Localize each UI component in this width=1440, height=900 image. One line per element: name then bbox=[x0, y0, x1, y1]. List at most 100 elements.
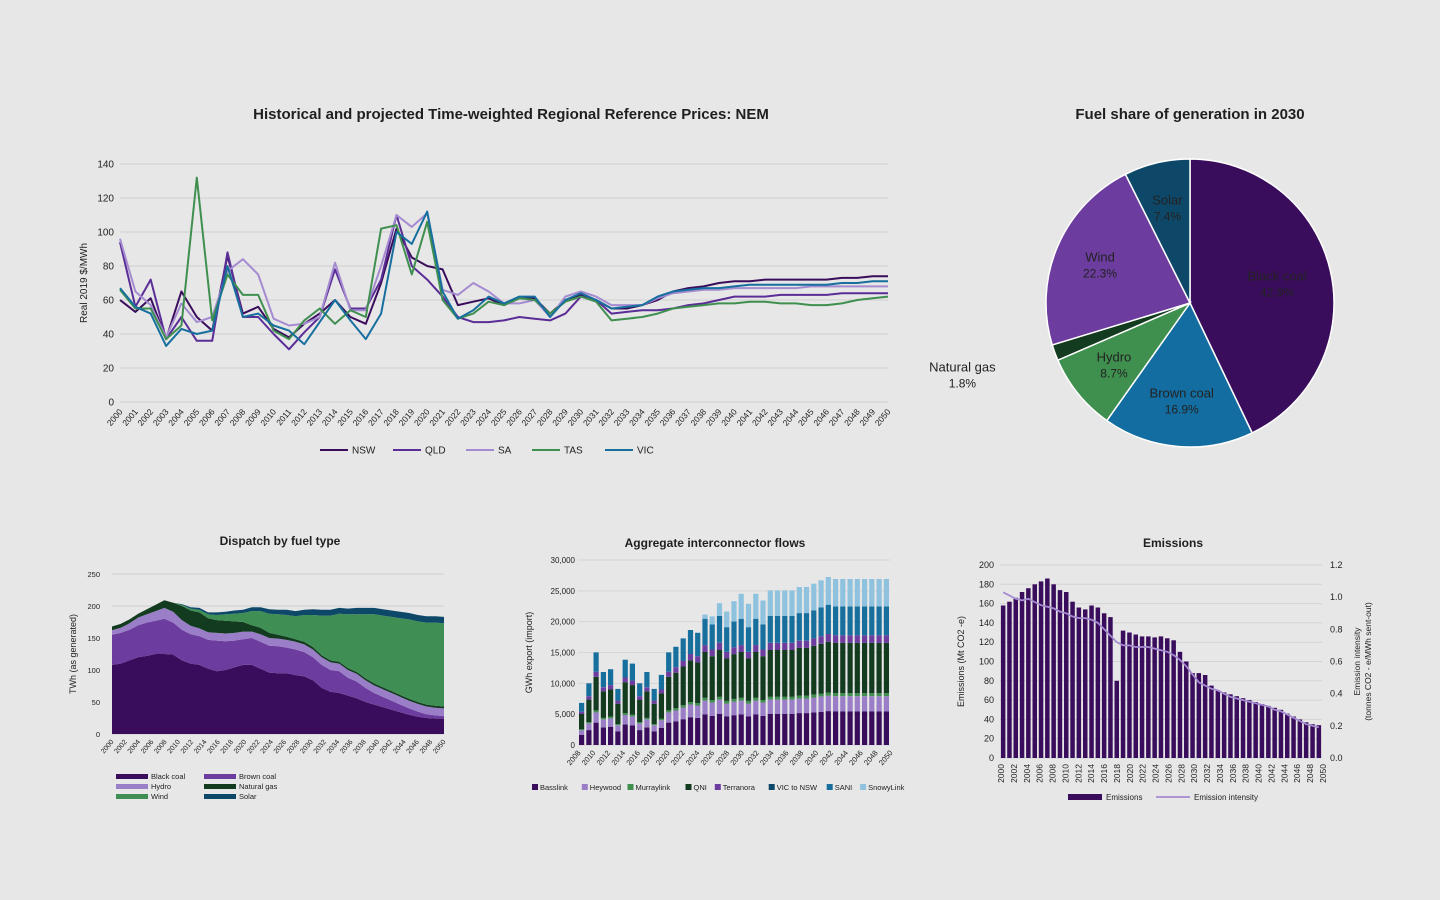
emissions-bar bbox=[1278, 709, 1284, 759]
emissions-bar bbox=[1089, 605, 1094, 758]
y-tick-label-left: 200 bbox=[979, 560, 994, 570]
emissions-bar bbox=[1152, 637, 1157, 758]
pie-label-pct: 1.8% bbox=[949, 377, 977, 391]
bar-segment-qni bbox=[782, 650, 788, 697]
legend-label: SnowyLink bbox=[868, 783, 905, 792]
bar-segment-heywood bbox=[724, 703, 730, 717]
x-tick-label: 2038 bbox=[788, 749, 806, 768]
legend-swatch bbox=[204, 794, 236, 799]
x-tick-label: 2020 bbox=[1125, 764, 1135, 783]
x-tick-label: 2002 bbox=[1009, 764, 1019, 783]
bar-segment-heywood bbox=[803, 698, 810, 714]
bar-segment-murraylink bbox=[731, 698, 737, 702]
y-tick-label: 60 bbox=[103, 296, 115, 307]
y-tick-label-left: 180 bbox=[979, 579, 994, 589]
x-tick-label: 2035 bbox=[642, 407, 662, 428]
bar-segment-snowylink bbox=[833, 579, 839, 607]
emissions-panel: Emissions 0 20 40 60 80 100 120 140 160 180 200 0.0… bbox=[950, 530, 1390, 810]
x-tick-label: 2043 bbox=[765, 407, 785, 428]
x-tick-label: 2008 bbox=[228, 407, 248, 428]
bar-segment-murraylink bbox=[629, 714, 635, 717]
pie-label-pct: 42.9% bbox=[1260, 285, 1294, 299]
x-tick-label: 2040 bbox=[366, 739, 381, 756]
emissions-bar bbox=[1070, 601, 1075, 758]
bar-segment-snowylink bbox=[702, 614, 708, 619]
bar-segment-heywood bbox=[666, 712, 672, 723]
bar-segment-qni bbox=[579, 714, 585, 730]
y-tick-label-left: 0 bbox=[989, 753, 994, 763]
y-tick-label: 250 bbox=[87, 570, 100, 579]
pie-label-pct: 22.3% bbox=[1083, 266, 1117, 280]
bar-segment-heywood bbox=[637, 723, 643, 731]
dispatch-title: Dispatch by fuel type bbox=[219, 534, 341, 548]
bar-segment-terranora bbox=[629, 680, 635, 686]
x-tick-label: 2030 bbox=[566, 407, 586, 428]
x-tick-label: 2016 bbox=[206, 739, 221, 756]
bar-segment-murraylink bbox=[876, 693, 882, 697]
emissions-bar bbox=[1120, 630, 1126, 758]
emissions-bar bbox=[1051, 584, 1056, 758]
y-tick-label: 0 bbox=[96, 730, 100, 739]
y-tick-label-right: 1.0 bbox=[1330, 592, 1343, 602]
bar-segment-murraylink bbox=[695, 703, 701, 706]
bar-segment-snowylink bbox=[709, 616, 715, 625]
bar-segment-snowylink bbox=[811, 583, 817, 611]
x-tick-label: 2010 bbox=[580, 749, 598, 768]
emissions-bar bbox=[1209, 685, 1214, 758]
pie-label-name: Solar bbox=[1152, 193, 1183, 208]
legend-label: Hydro bbox=[151, 782, 171, 791]
x-tick-label: 2030 bbox=[1189, 764, 1199, 783]
legend-label-tas: TAS bbox=[564, 446, 583, 457]
x-tick-label: 2050 bbox=[873, 407, 893, 428]
x-tick-label: 2046 bbox=[406, 739, 421, 756]
bar-segment-qni bbox=[724, 658, 730, 701]
x-tick-label: 2004 bbox=[127, 739, 142, 756]
bar-segment-terranora bbox=[840, 635, 846, 643]
bar-segment-sani bbox=[738, 618, 744, 646]
x-tick-label: 2012 bbox=[289, 407, 309, 428]
bar-segment-basslink bbox=[637, 730, 643, 745]
bar-segment-snowylink bbox=[847, 579, 853, 607]
emissions-bar bbox=[1184, 661, 1189, 758]
bar-segment-murraylink bbox=[840, 693, 846, 697]
x-tick-label: 2000 bbox=[100, 739, 115, 756]
bar-segment-qni bbox=[789, 650, 795, 697]
bar-segment-murraylink bbox=[673, 708, 679, 711]
y-tick-label: 120 bbox=[97, 194, 114, 205]
bar-segment-basslink bbox=[593, 722, 599, 745]
bar-segment-heywood bbox=[709, 702, 715, 716]
bar-segment-sani bbox=[753, 618, 759, 646]
bar-segment-sani bbox=[782, 615, 788, 643]
bar-segment-basslink bbox=[782, 713, 788, 745]
bar-segment-basslink bbox=[579, 734, 585, 745]
emissions-bar bbox=[1139, 636, 1145, 758]
x-tick-label: 2012 bbox=[595, 749, 613, 768]
series-line-tas bbox=[119, 176, 889, 341]
x-tick-label: 2016 bbox=[624, 749, 642, 768]
bar-segment-murraylink bbox=[709, 699, 715, 703]
bar-segment-heywood bbox=[782, 699, 788, 714]
bar-segment-heywood bbox=[833, 696, 839, 712]
x-tick-label: 2046 bbox=[811, 407, 831, 428]
emissions-bar bbox=[1221, 692, 1227, 758]
bar-segment-sani bbox=[615, 688, 621, 701]
legend-swatch-emissions bbox=[1068, 794, 1102, 800]
bar-segment-qni bbox=[862, 642, 868, 694]
bar-segment-snowylink bbox=[731, 601, 737, 622]
bar-segment-terranora bbox=[702, 645, 708, 652]
x-tick-label: 2042 bbox=[379, 739, 394, 756]
pie-label-name: Black coal bbox=[1247, 268, 1306, 283]
x-tick-label: 2012 bbox=[180, 739, 195, 756]
x-tick-label: 2020 bbox=[412, 407, 432, 428]
emissions-bar bbox=[1019, 592, 1025, 758]
bar-segment-basslink bbox=[666, 722, 672, 745]
bar-segment-terranora bbox=[803, 640, 810, 648]
bar-segment-heywood bbox=[789, 699, 795, 714]
x-tick-label: 2034 bbox=[758, 749, 776, 768]
y-axis-label-right-line2: (tonnes CO2 - e/MWh sent-out) bbox=[1363, 602, 1373, 721]
bar-segment-basslink bbox=[796, 713, 802, 745]
bar-segment-terranora bbox=[883, 635, 889, 643]
x-tick-label: 2047 bbox=[827, 407, 847, 428]
pie-slice-wind bbox=[1045, 173, 1192, 346]
bar-segment-terranora bbox=[586, 696, 592, 700]
